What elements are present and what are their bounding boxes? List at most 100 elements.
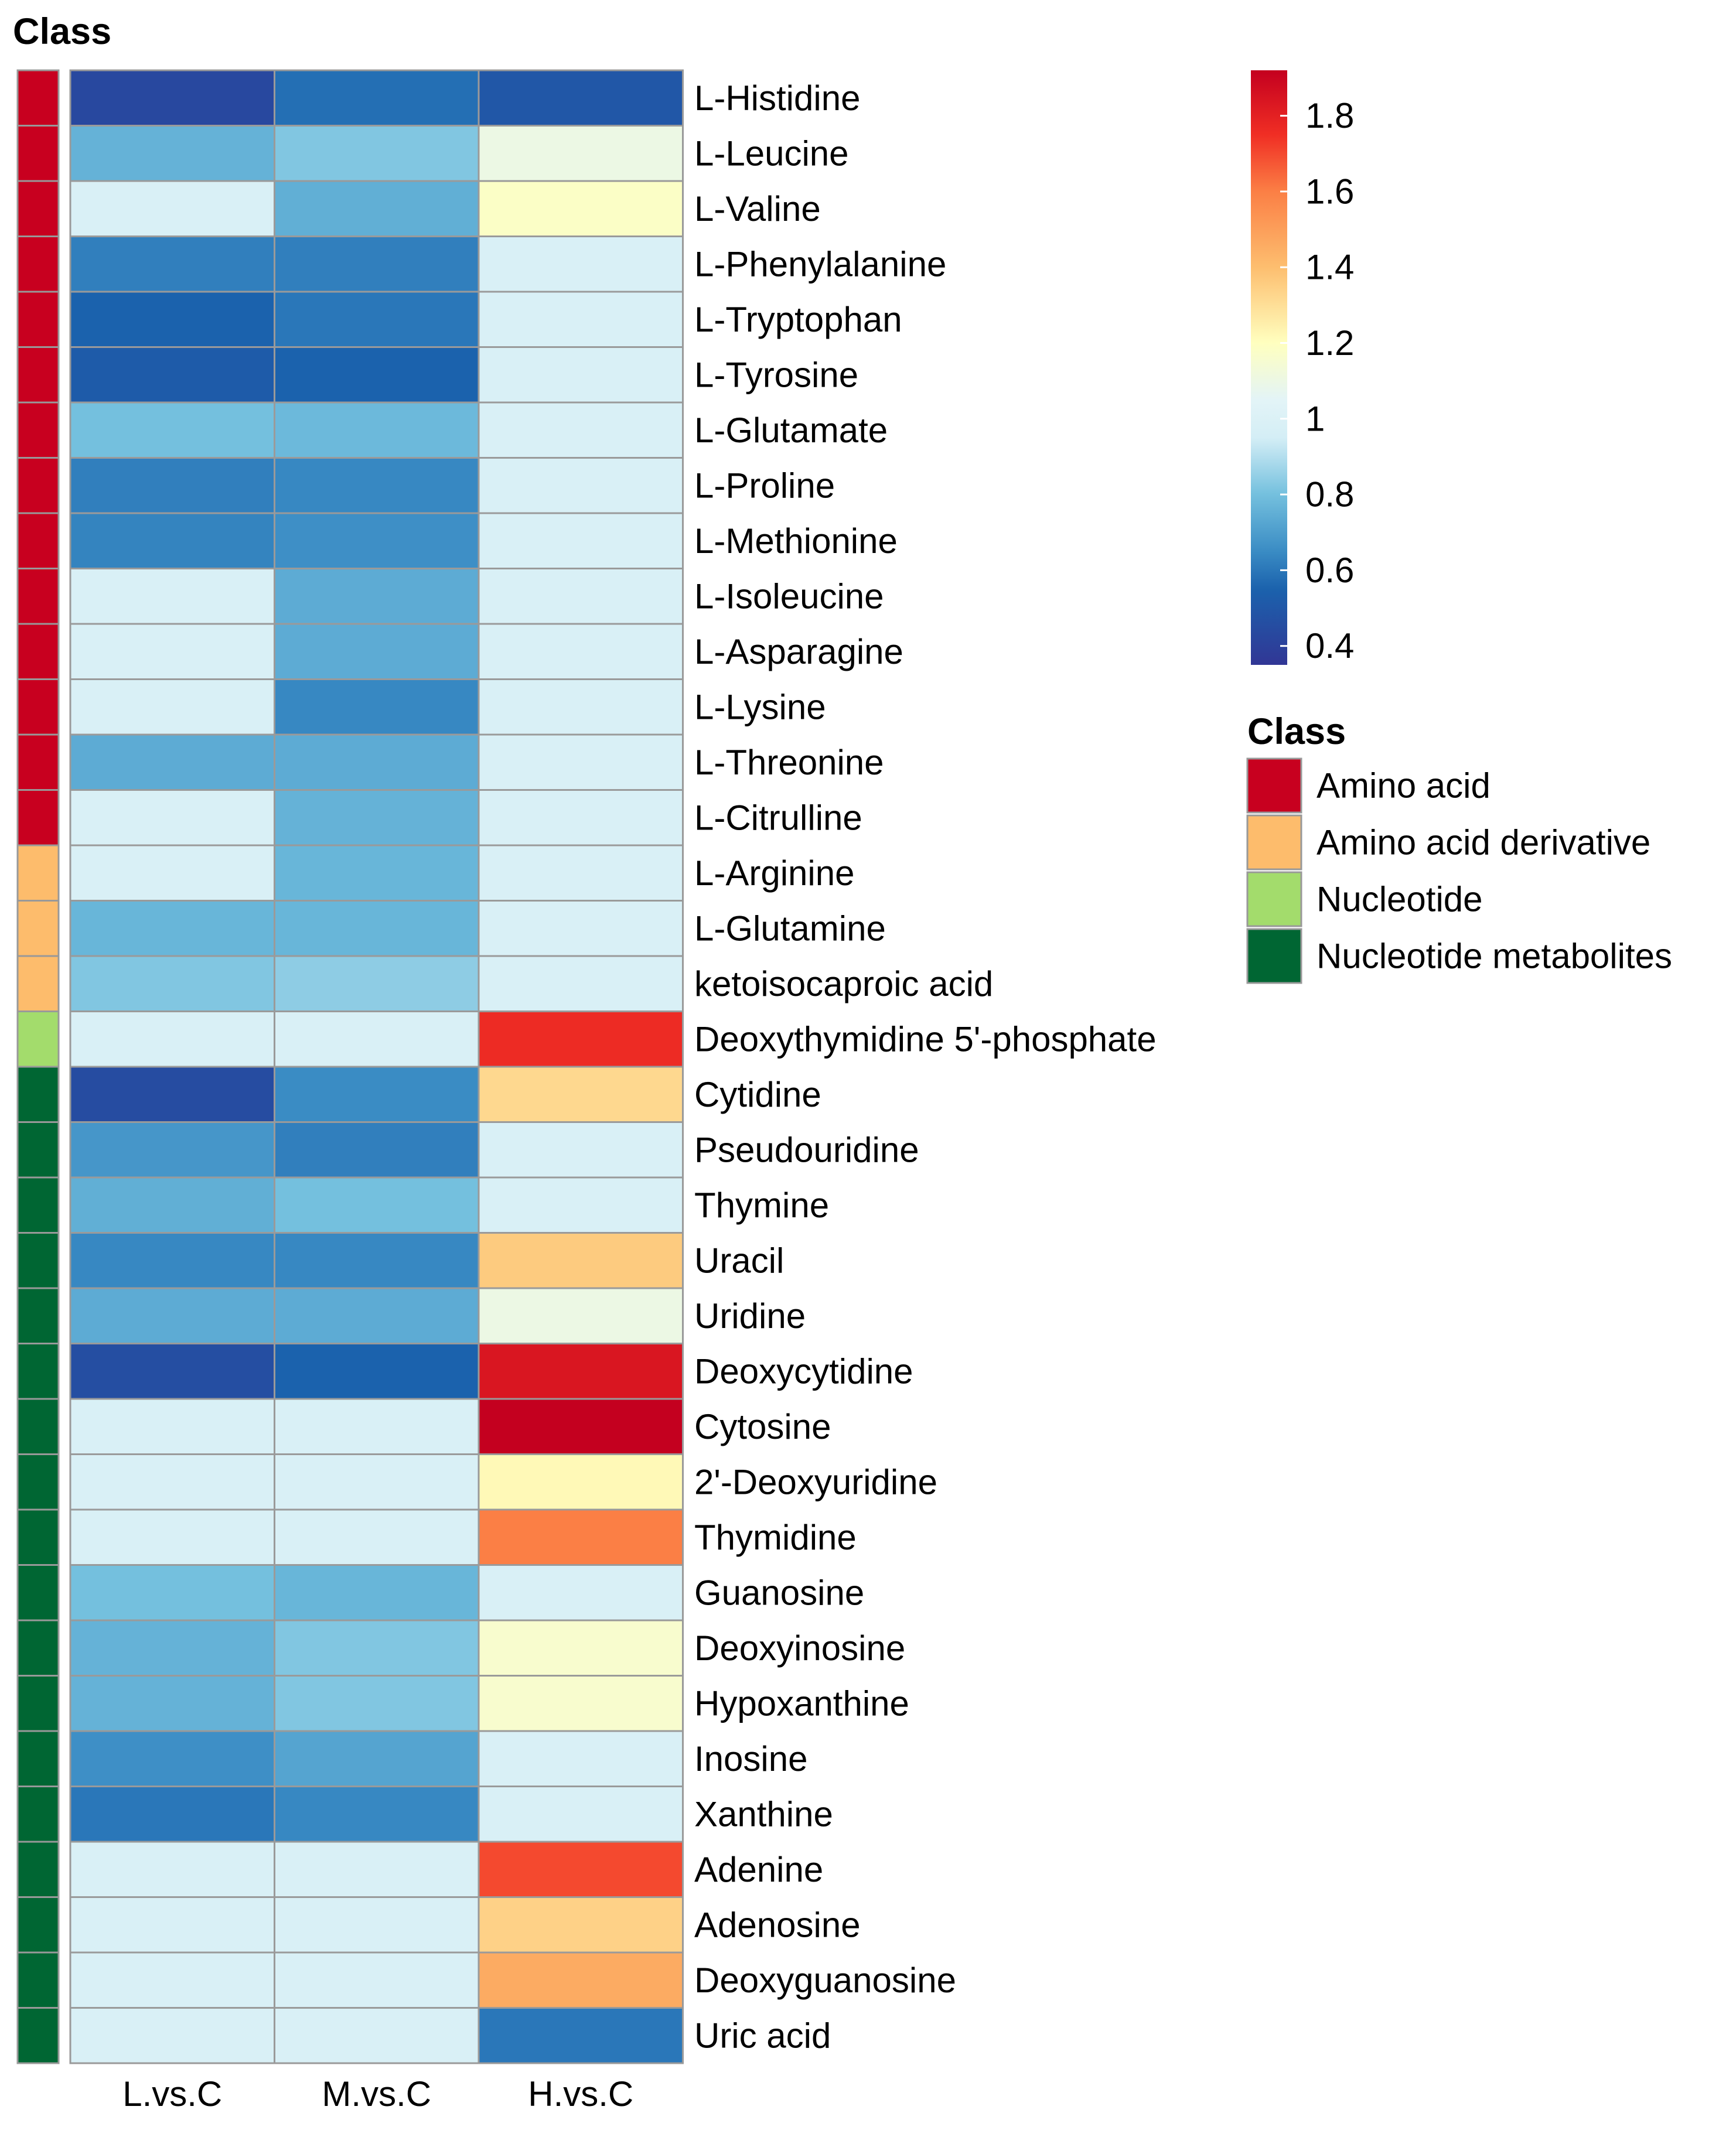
heatmap-cell [69,1619,275,1677]
class-annotation-cell [16,401,60,459]
color-scale-legend: 1.8 1.6 1.4 1.2 1 0.8 0.6 0.4 [1251,70,1354,665]
row-label: Thymine [694,1186,829,1225]
heatmap-cell [274,1896,480,1954]
heatmap-cell [274,1011,480,1068]
heatmap-cell [274,1841,480,1898]
row-label: Deoxycytidine [694,1351,913,1391]
heatmap-border [69,69,684,2064]
heatmap-cell [478,235,684,293]
heatmap-cell [478,1896,684,1954]
row-label: Inosine [694,1739,807,1778]
row-label: L-Leucine [694,134,849,173]
heatmap-cell [478,733,684,791]
heatmap-cell [69,125,275,182]
class-annotation-cell [16,1011,60,1068]
heatmap-cell [274,789,480,846]
heatmap-cell [274,1176,480,1234]
heatmap-cell [478,955,684,1012]
row-label: L-Citrulline [694,798,862,837]
class-annotation-cell [16,1951,60,2009]
heatmap-cell [274,568,480,625]
color-scale-bar [1251,70,1287,665]
heatmap-cell [478,1232,684,1289]
class-annotation-cell [16,568,60,625]
heatmap-cell [69,900,275,957]
heatmap-cell [478,1508,684,1566]
heatmap-cell [478,844,684,902]
heatmap-cell [69,844,275,902]
class-legend-label: Amino acid [1317,766,1491,805]
class-legend-title: Class [1247,711,1346,752]
row-label: Hypoxanthine [694,1684,909,1723]
row-label: L-Glutamate [694,411,888,450]
heatmap-cell [274,180,480,237]
class-annotation-cell [16,1730,60,1787]
class-annotation-cell [16,2007,60,2064]
heatmap-cell [274,2007,480,2064]
heatmap-cell [274,1730,480,1787]
heatmap-cell [478,623,684,680]
heatmap-cell [69,346,275,404]
row-label: L-Tyrosine [694,355,858,394]
heatmap-cells [69,69,684,2064]
row-label: ketoisocaproic acid [694,964,993,1003]
heatmap-cell [274,69,480,127]
heatmap-cell [274,291,480,348]
class-annotation-cell [16,1453,60,1511]
heatmap-cell [478,1287,684,1344]
heatmap-cell [69,568,275,625]
heatmap-cell [69,235,275,293]
heatmap-cell [274,1121,480,1179]
heatmap-cell [478,1675,684,1732]
heatmap-cell [478,1453,684,1511]
heatmap-cell [69,955,275,1012]
heatmap-cell [274,1786,480,1843]
row-label: Deoxyinosine [694,1629,905,1668]
class-annotation-cell [16,955,60,1012]
row-label: Thymidine [694,1518,857,1557]
class-legend-label: Nucleotide metabolites [1317,937,1672,976]
class-annotation-cell [16,1841,60,1898]
heatmap-cell [69,678,275,736]
heatmap-cell [69,1675,275,1732]
row-label: L-Tryptophan [694,300,902,339]
column-labels: L.vs.C M.vs.C H.vs.C [122,2074,633,2114]
class-annotation-cell [16,733,60,791]
class-legend-swatch [1246,814,1302,870]
heatmap-cell [478,1121,684,1179]
class-annotation-cell [16,1675,60,1732]
heatmap-cell [69,1287,275,1344]
class-annotation-cell [16,1896,60,1954]
row-label: L-Histidine [694,78,860,118]
class-legend-swatch [1246,928,1302,984]
color-scale-tick-label: 0.4 [1305,626,1354,665]
heatmap-cell [478,900,684,957]
heatmap-cell [69,1066,275,1123]
row-label: L-Threonine [694,743,884,782]
heatmap-cell [69,69,275,127]
heatmap-cell [478,69,684,127]
class-annotation-cell [16,180,60,237]
color-scale-tick-label: 1 [1305,399,1325,438]
heatmap-cell [69,1398,275,1455]
heatmap-cell [274,346,480,404]
heatmap-cell [69,623,275,680]
color-scale-tick-label: 1.6 [1305,172,1354,211]
class-annotation-bar [16,69,60,2064]
heatmap-cell [274,733,480,791]
heatmap-cell [274,955,480,1012]
heatmap-cell [274,1232,480,1289]
color-scale-tick-label: 1.4 [1305,248,1354,287]
color-scale-tick-label: 0.8 [1305,475,1354,514]
row-label: L-Methionine [694,521,898,561]
heatmap-cell [478,125,684,182]
heatmap-cell [478,1343,684,1400]
class-annotation-cell [16,1343,60,1400]
class-annotation-cell [16,1564,60,1621]
row-label: Uric acid [694,2016,831,2055]
heatmap-cell [478,512,684,569]
class-annotation-cell [16,789,60,846]
class-annotation-cell [16,1121,60,1179]
class-annotation-cell [16,1786,60,1843]
heatmap-cell [274,844,480,902]
